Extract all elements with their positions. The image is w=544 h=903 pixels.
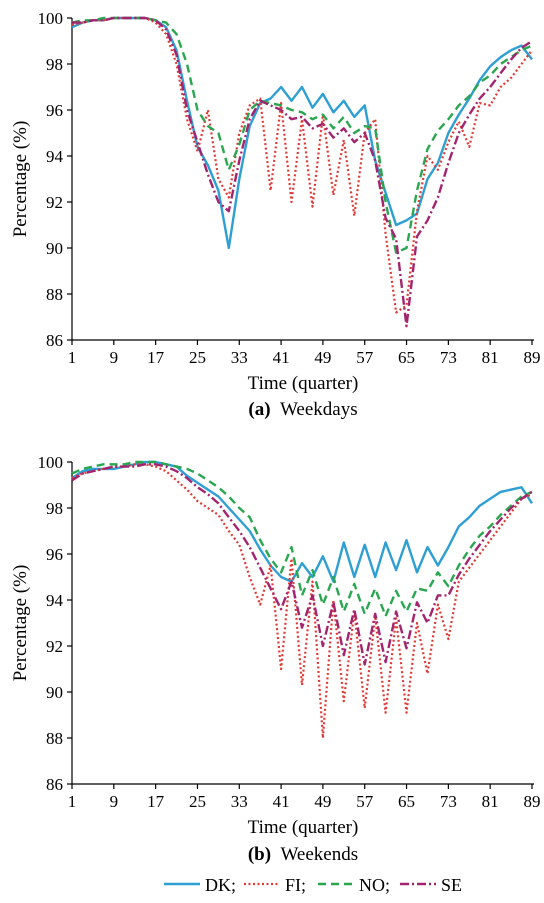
x-tick-label: 73 xyxy=(440,792,457,811)
x-tick-label: 49 xyxy=(314,792,331,811)
axes-weekdays xyxy=(71,18,534,341)
legend-item-se: SE xyxy=(400,875,462,895)
x-tick-label: 1 xyxy=(68,348,77,367)
series-line-fi xyxy=(71,463,533,740)
y-axis-label: Percentage (%) xyxy=(10,121,31,238)
x-tick-label: 41 xyxy=(273,792,290,811)
legend: DK; FI; NO; SE xyxy=(164,875,462,895)
series-line-se xyxy=(71,463,533,666)
panel-caption: (a) Weekdays xyxy=(248,399,357,420)
y-tick-label: 90 xyxy=(46,683,63,702)
x-tick-label: 49 xyxy=(314,348,331,367)
legend-label-dk: DK; xyxy=(205,875,236,895)
y-tick-label: 100 xyxy=(38,453,64,472)
legend-label-se: SE xyxy=(441,875,462,895)
y-tick-label: 98 xyxy=(46,499,63,518)
y-tick-label: 92 xyxy=(46,193,63,212)
x-tick-label: 1 xyxy=(68,792,77,811)
series-line-dk xyxy=(71,460,534,583)
x-tick-label: 25 xyxy=(189,348,206,367)
legend-item-fi: FI; xyxy=(244,875,306,895)
x-tick-label: 17 xyxy=(147,348,165,367)
y-tick-label: 88 xyxy=(46,285,63,304)
y-axis-label: Percentage (%) xyxy=(10,565,31,682)
ticks-weekends: 86 88 90 92 94 96 98 100 1 9 17 25 33 41 49 57 65 73 81 89 xyxy=(38,453,541,811)
panel-letter: (b) xyxy=(248,844,271,865)
panel-caption-text: Weekends xyxy=(281,844,359,865)
x-tick-label: 33 xyxy=(231,792,248,811)
x-tick-label: 9 xyxy=(110,348,119,367)
panel-caption-text: Weekdays xyxy=(280,399,358,420)
y-tick-label: 88 xyxy=(46,729,63,748)
y-tick-label: 96 xyxy=(46,545,63,564)
x-tick-label: 65 xyxy=(398,348,415,367)
y-tick-label: 94 xyxy=(46,147,64,166)
x-tick-label: 33 xyxy=(231,348,248,367)
x-tick-label: 89 xyxy=(524,348,541,367)
series-line-se xyxy=(72,16,533,328)
x-tick-label: 17 xyxy=(147,792,165,811)
y-tick-label: 86 xyxy=(46,775,63,794)
panel-letter: (a) xyxy=(248,399,270,420)
x-axis-label: Time (quarter) xyxy=(248,817,359,838)
y-tick-label: 100 xyxy=(38,9,64,28)
x-tick-label: 81 xyxy=(482,348,499,367)
x-tick-label: 57 xyxy=(356,348,374,367)
y-tick-label: 90 xyxy=(46,239,63,258)
axes-weekends xyxy=(71,462,534,785)
x-tick-label: 41 xyxy=(273,348,290,367)
y-tick-label: 94 xyxy=(46,591,64,610)
plot-area-weekdays xyxy=(71,16,533,328)
ticks-weekdays: 86 88 90 92 94 96 98 100 1 9 17 25 33 41 49 57 65 73 81 89 xyxy=(38,9,541,367)
x-tick-label: 9 xyxy=(110,792,119,811)
legend-item-dk: DK; xyxy=(164,875,236,895)
legend-label-no: NO; xyxy=(359,875,390,895)
legend-item-no: NO; xyxy=(318,875,390,895)
x-axis-label: Time (quarter) xyxy=(248,373,359,394)
y-tick-label: 98 xyxy=(46,55,63,74)
x-tick-label: 81 xyxy=(482,792,499,811)
plot-area-weekends xyxy=(71,460,534,740)
legend-label-fi: FI; xyxy=(285,875,306,895)
x-tick-label: 57 xyxy=(356,792,374,811)
x-tick-label: 25 xyxy=(189,792,206,811)
series-line-fi xyxy=(71,16,533,314)
y-tick-label: 86 xyxy=(46,331,63,350)
y-tick-label: 92 xyxy=(46,637,63,656)
series-line-dk xyxy=(71,16,533,250)
y-tick-label: 96 xyxy=(46,101,63,120)
panel-caption: (b) Weekends xyxy=(248,844,358,865)
x-tick-label: 65 xyxy=(398,792,415,811)
series-line-no xyxy=(71,16,533,254)
x-tick-label: 73 xyxy=(440,348,457,367)
series-line-no xyxy=(71,460,533,618)
x-tick-label: 89 xyxy=(524,792,541,811)
